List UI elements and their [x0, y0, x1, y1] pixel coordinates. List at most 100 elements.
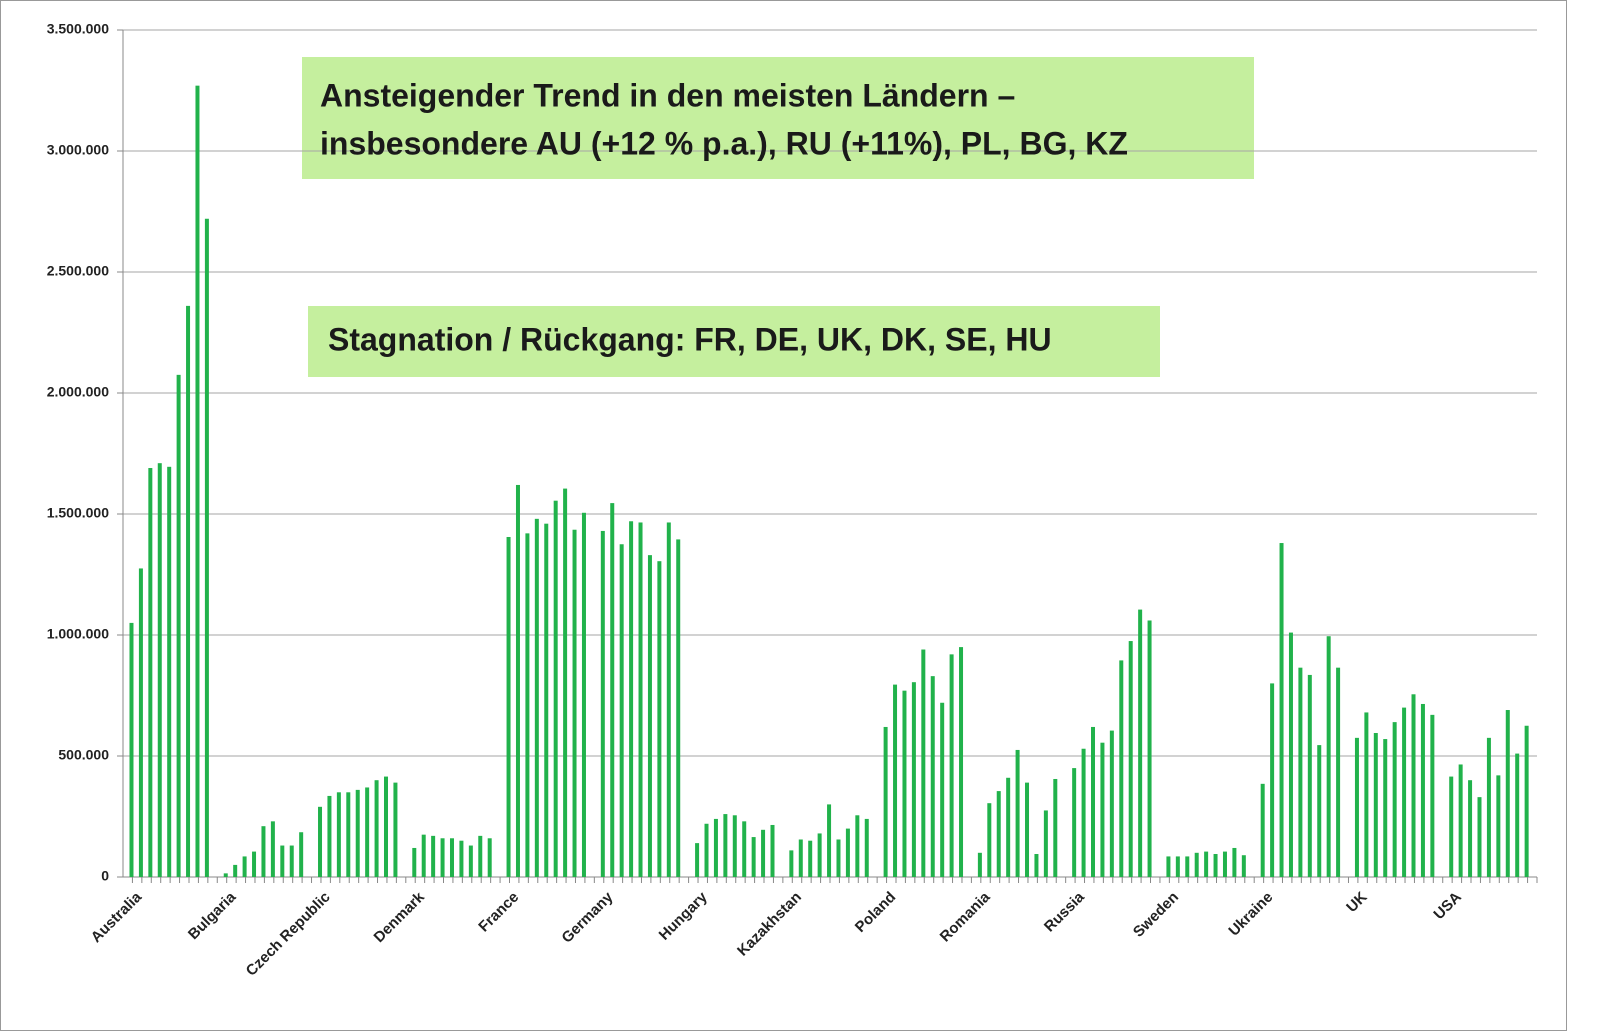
bar [855, 815, 860, 877]
bar [1270, 683, 1275, 877]
bar [1185, 856, 1190, 877]
bar [723, 814, 728, 877]
bar [1138, 609, 1143, 877]
bar [789, 850, 794, 877]
bar [289, 845, 294, 877]
bar [1015, 749, 1020, 877]
bar [827, 804, 832, 877]
bar [1458, 764, 1463, 877]
bar [148, 468, 153, 877]
bar [1260, 783, 1265, 877]
bar [299, 832, 304, 877]
bar [1326, 636, 1331, 877]
bar [487, 838, 492, 877]
bar [1147, 620, 1152, 877]
bar [270, 821, 275, 877]
bar [1505, 710, 1510, 877]
bar [638, 522, 643, 877]
bar [930, 676, 935, 877]
bar [223, 873, 228, 877]
bar [138, 568, 143, 877]
bar [1081, 748, 1086, 877]
bar [421, 834, 426, 877]
bar [204, 218, 209, 877]
bar [977, 852, 982, 877]
bar [544, 523, 549, 877]
y-tick-label: 500.000 [58, 747, 109, 763]
bar [176, 374, 181, 877]
bar [987, 803, 992, 877]
bar [186, 305, 191, 877]
bar [1241, 855, 1246, 877]
bar [647, 555, 652, 877]
bar [440, 838, 445, 877]
bar [233, 864, 238, 877]
bar [1232, 847, 1237, 877]
bar [1449, 776, 1454, 877]
bar [449, 838, 454, 877]
bar [431, 835, 436, 877]
bar [695, 843, 700, 877]
bar [478, 835, 483, 877]
bar [572, 529, 577, 877]
bar [261, 826, 266, 877]
bar [1128, 641, 1133, 877]
bar [600, 530, 605, 877]
bar [713, 818, 718, 877]
bar [1034, 854, 1039, 877]
bar [1411, 694, 1416, 877]
bar [393, 782, 398, 877]
bar [1420, 703, 1425, 877]
bar [534, 518, 539, 877]
bar [761, 829, 766, 877]
bar [742, 821, 747, 877]
bar [1430, 714, 1435, 877]
bar [167, 466, 172, 877]
bar [1364, 712, 1369, 877]
y-tick-label: 0 [101, 868, 109, 884]
bar [798, 839, 803, 877]
bar [864, 818, 869, 877]
bar [1213, 854, 1218, 877]
bar [459, 840, 464, 877]
bar [949, 654, 954, 877]
bar [280, 845, 285, 877]
bar [129, 622, 134, 877]
bar [1279, 543, 1284, 877]
bar [1515, 753, 1520, 877]
bar [751, 837, 756, 877]
bar [1383, 739, 1388, 877]
bar [883, 726, 888, 877]
bar [1194, 852, 1199, 877]
bar [563, 488, 568, 877]
bar [1354, 737, 1359, 877]
bar [374, 780, 379, 877]
bar [959, 647, 964, 877]
bar [327, 795, 332, 877]
bar [940, 702, 945, 877]
bar [1119, 660, 1124, 877]
bar [1091, 726, 1096, 877]
bar [553, 500, 558, 877]
bar [770, 824, 775, 877]
bar [1524, 725, 1529, 877]
bar [911, 682, 916, 877]
bar [817, 833, 822, 877]
bar [1222, 851, 1227, 877]
bar [1307, 674, 1312, 877]
bar [610, 503, 615, 877]
bar [506, 536, 511, 877]
bar [336, 792, 341, 877]
bar [1392, 722, 1397, 877]
bar [515, 484, 520, 877]
bar [195, 85, 200, 877]
bar [355, 789, 360, 877]
bar [657, 561, 662, 877]
bar [1166, 856, 1171, 877]
y-tick-label: 3.000.000 [47, 142, 109, 158]
bar [1109, 730, 1114, 877]
bar [902, 690, 907, 877]
bar [1006, 777, 1011, 877]
y-tick-label: 1.500.000 [47, 505, 109, 521]
